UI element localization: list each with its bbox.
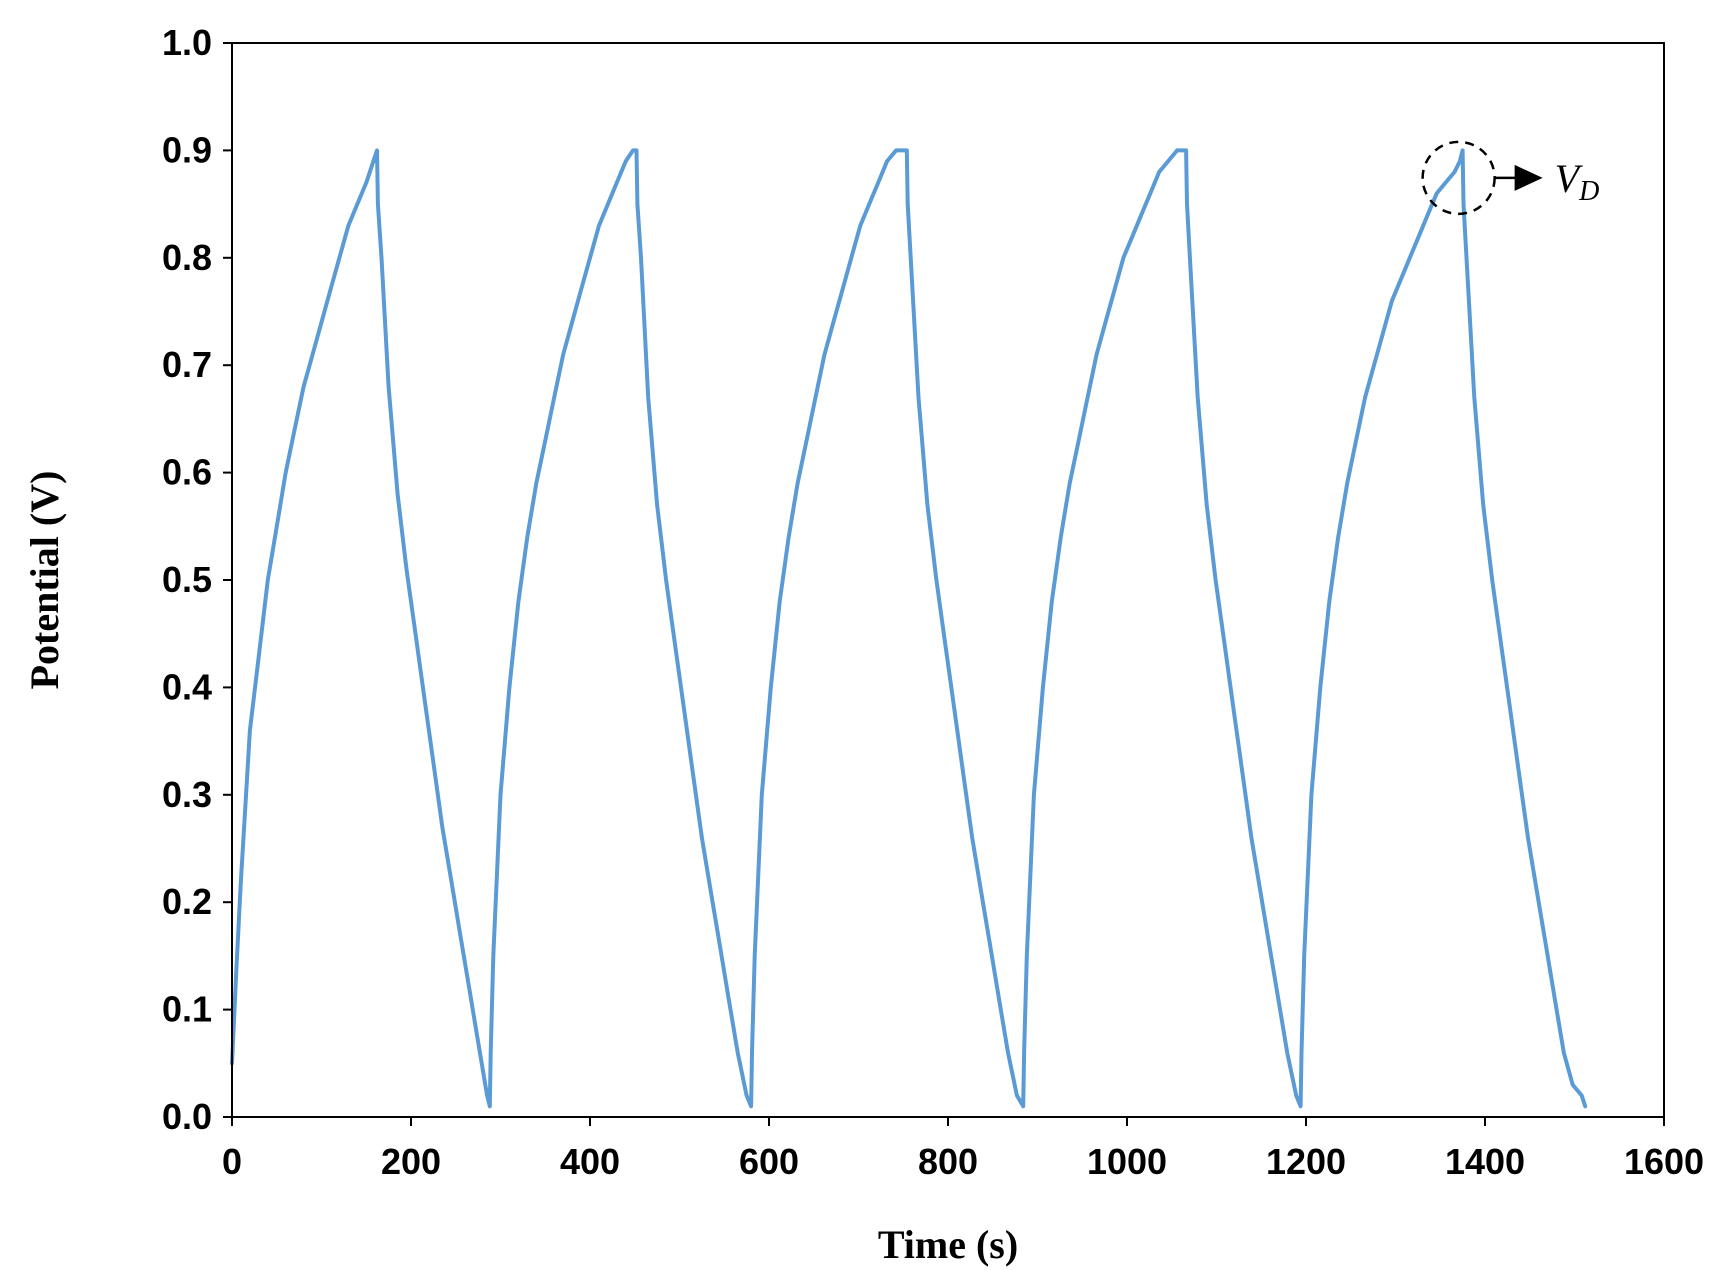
vd-annotation-subscript: D [1578, 176, 1599, 207]
x-tick-label: 1200 [1266, 1141, 1346, 1182]
x-tick-label: 1600 [1624, 1141, 1704, 1182]
x-tick-label: 1000 [1087, 1141, 1167, 1182]
x-axis-ticks: 0 200 400 600 800 1000 1200 1400 1600 [222, 1117, 1704, 1182]
x-tick-label: 600 [739, 1141, 799, 1182]
x-tick-label: 200 [381, 1141, 441, 1182]
x-axis-label: Time (s) [878, 1222, 1018, 1267]
plot-frame [231, 42, 1665, 1118]
vd-annotation-label: VD [1555, 156, 1600, 207]
y-tick-label: 0.5 [162, 559, 212, 600]
x-tick-label: 1400 [1445, 1141, 1525, 1182]
y-tick-label: 0.1 [162, 989, 212, 1030]
vd-annotation: VD [1421, 140, 1600, 216]
y-tick-label: 0.3 [162, 774, 212, 815]
peak-highlight-circle [1421, 140, 1496, 216]
y-tick-label: 0.6 [162, 452, 212, 493]
x-tick-label: 400 [560, 1141, 620, 1182]
y-tick-label: 0.2 [162, 881, 212, 922]
y-axis-label: Potential (V) [22, 471, 67, 690]
y-tick-label: 0.8 [162, 237, 212, 278]
annotation-arrow-head [1514, 164, 1543, 191]
y-tick-label: 0.0 [162, 1096, 212, 1137]
y-axis-ticks: 0.0 0.1 0.2 0.3 0.4 0.5 0.6 0.7 0.8 0.9 1.0 [162, 22, 232, 1137]
y-tick-label: 0.9 [162, 129, 212, 170]
y-tick-label: 0.7 [162, 344, 212, 385]
vd-annotation-main: V [1555, 156, 1584, 201]
y-tick-label: 0.4 [162, 666, 212, 707]
potential-series-line [230, 148, 1588, 1109]
x-tick-label: 800 [918, 1141, 978, 1182]
y-tick-label: 1.0 [162, 22, 212, 63]
x-tick-label: 0 [222, 1141, 242, 1182]
